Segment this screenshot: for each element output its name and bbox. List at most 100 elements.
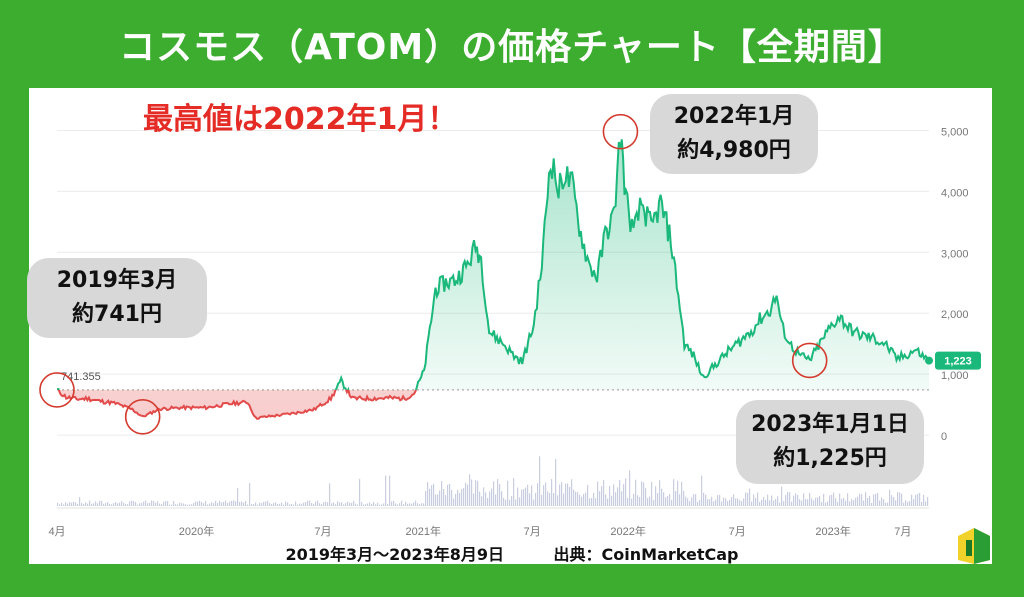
current-price-tag [935,351,981,370]
volume-bar [69,501,71,506]
volume-bar [877,493,879,506]
volume-bar [65,502,67,506]
volume-bar [865,492,867,506]
volume-bar [563,493,565,506]
volume-bar [111,504,113,506]
volume-bar [703,492,705,506]
volume-bar [691,497,693,506]
volume-bar [543,485,545,506]
price-area [57,139,929,419]
volume-bar [673,479,675,506]
volume-bar [177,504,179,506]
volume-bar [329,483,331,506]
volume-bar [417,503,419,506]
volume-bar [537,483,539,506]
volume-bar [675,491,677,506]
volume-bar [339,502,341,506]
volume-bar [371,503,373,506]
volume-bar [295,501,297,506]
volume-bar [225,500,227,506]
volume-bar [369,502,371,506]
volume-bar [155,502,157,506]
volume-bar [95,501,97,506]
volume-bar [267,500,269,506]
volume-bar [357,504,359,506]
volume-bar [97,503,99,506]
volume-bar [325,501,327,506]
volume-bar [171,504,173,506]
volume-bar [891,495,893,506]
volume-bar [279,503,281,506]
volume-bars [57,456,929,506]
volume-bar [217,502,219,506]
volume-bar [535,492,537,506]
volume-bar [925,501,927,506]
volume-bar [393,500,395,506]
volume-bar [551,479,553,506]
volume-bar [625,478,627,506]
volume-bar [377,502,379,506]
volume-bar [385,475,387,506]
volume-bar [127,504,129,506]
volume-bar [255,502,257,506]
volume-bar [219,500,221,506]
volume-bar [191,504,193,506]
volume-bar [743,498,745,506]
volume-bar [233,500,235,506]
volume-bar [633,493,635,506]
volume-bar [57,502,59,506]
volume-bar [259,502,261,506]
volume-bar [801,500,803,506]
volume-bar [183,503,185,506]
volume-bar [315,501,317,506]
x-tick-label: 7月 [729,526,746,538]
volume-bar [731,497,733,506]
volume-bar [389,475,391,506]
volume-bar [101,500,103,506]
volume-bar [173,501,175,506]
volume-bar [853,500,855,506]
volume-bar [189,504,191,506]
volume-bar [629,470,631,506]
callout-bottom: 2023年1月1日 約1,225円 [736,400,924,484]
volume-bar [871,502,873,506]
volume-bar [609,485,611,506]
volume-bar [133,501,135,506]
volume-bar [485,492,487,506]
volume-bar [375,504,377,506]
volume-bar [309,500,311,506]
volume-bar [287,502,289,506]
volume-bar [723,497,725,506]
volume-bar [311,502,313,506]
volume-bar [741,501,743,506]
volume-bar [651,482,653,506]
volume-bar [335,504,337,506]
volume-bar [331,503,333,506]
volume-bar [459,492,461,506]
volume-bar [203,503,205,506]
volume-bar [705,494,707,506]
volume-bar [759,501,761,506]
volume-bar [457,490,459,506]
volume-bar [907,501,909,506]
volume-bar [763,497,765,506]
volume-bar [927,497,929,506]
volume-bar [615,492,617,506]
volume-bar [761,499,763,506]
volume-bar [341,502,343,506]
volume-bar [181,503,183,506]
volume-bar [919,492,921,506]
volume-bar [149,502,151,506]
volume-bar [775,498,777,506]
volume-bar [429,488,431,506]
y-tick-label: 5,000 [941,126,969,138]
volume-bar [263,501,265,506]
volume-bar [707,499,709,506]
volume-bar [859,493,861,506]
volume-bar [495,494,497,506]
volume-bar [199,500,201,506]
volume-bar [493,481,495,506]
volume-bar [237,487,239,506]
volume-bar [893,497,895,506]
volume-bar [863,500,865,506]
